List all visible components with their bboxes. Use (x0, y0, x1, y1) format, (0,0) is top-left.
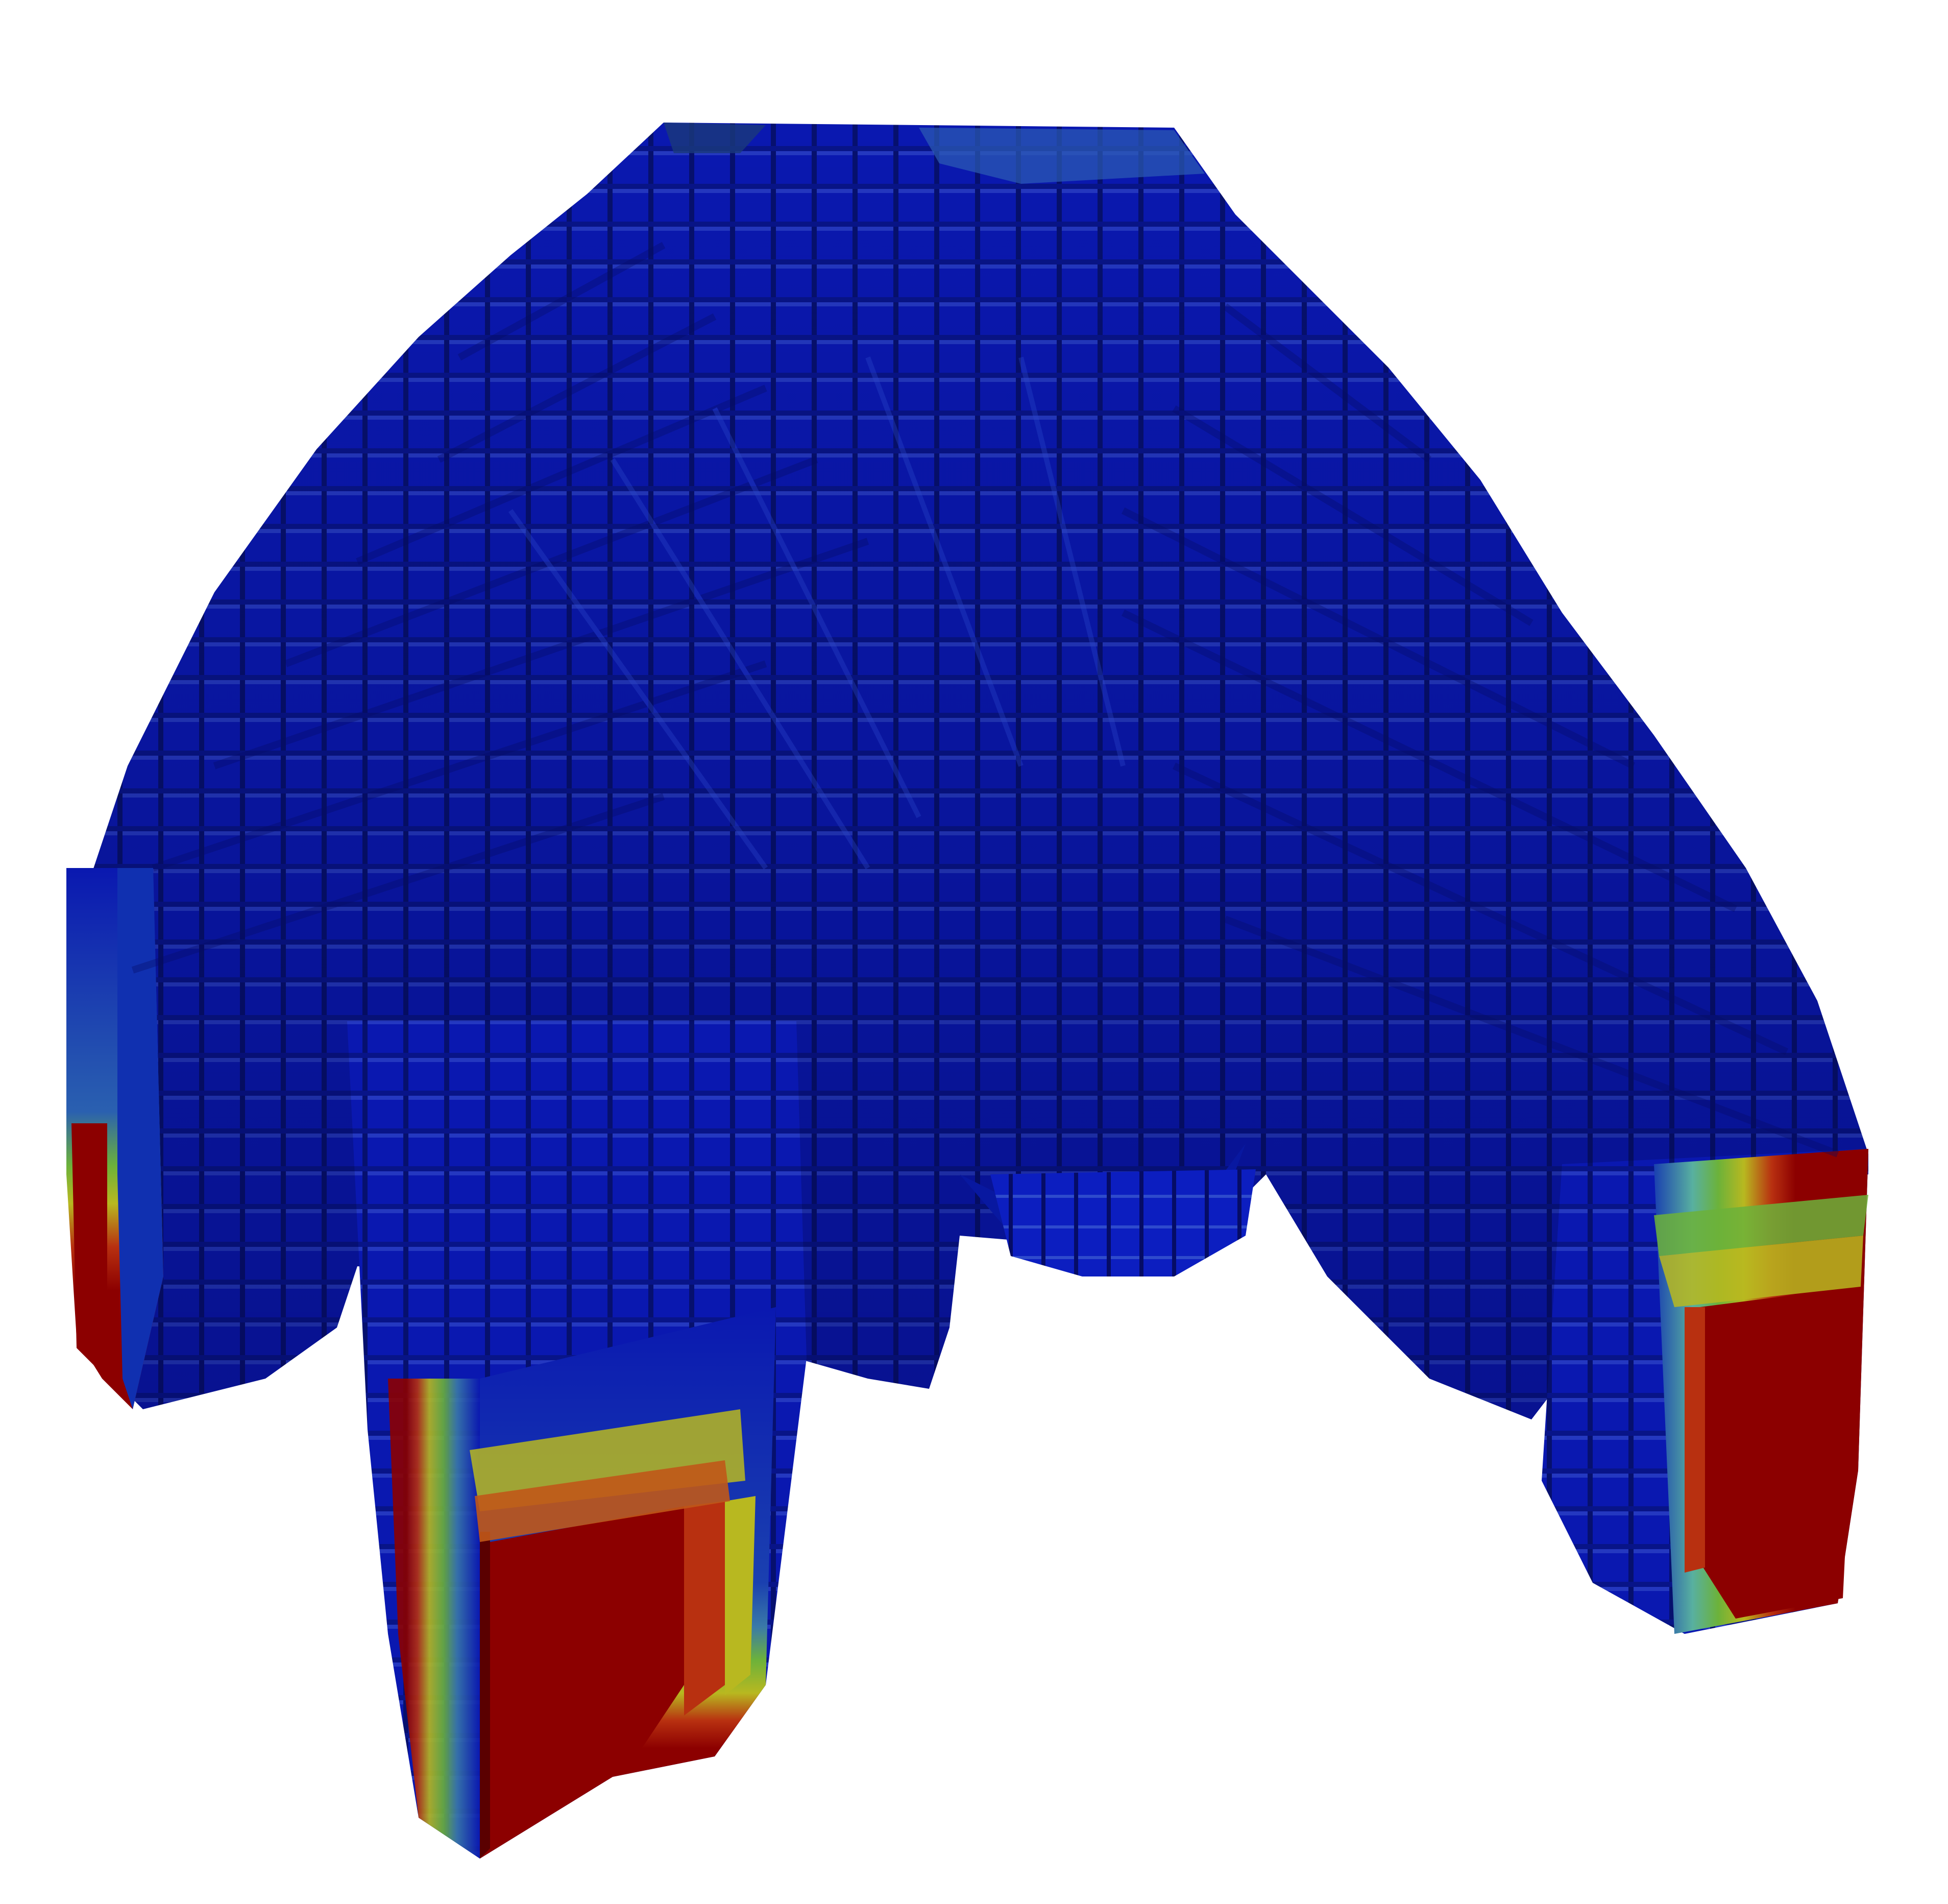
front-left-leg (347, 1021, 807, 1859)
right-leg (1542, 1149, 1868, 1634)
voxel-stripes (131, 242, 1839, 1158)
far-left-leg (66, 868, 163, 1409)
